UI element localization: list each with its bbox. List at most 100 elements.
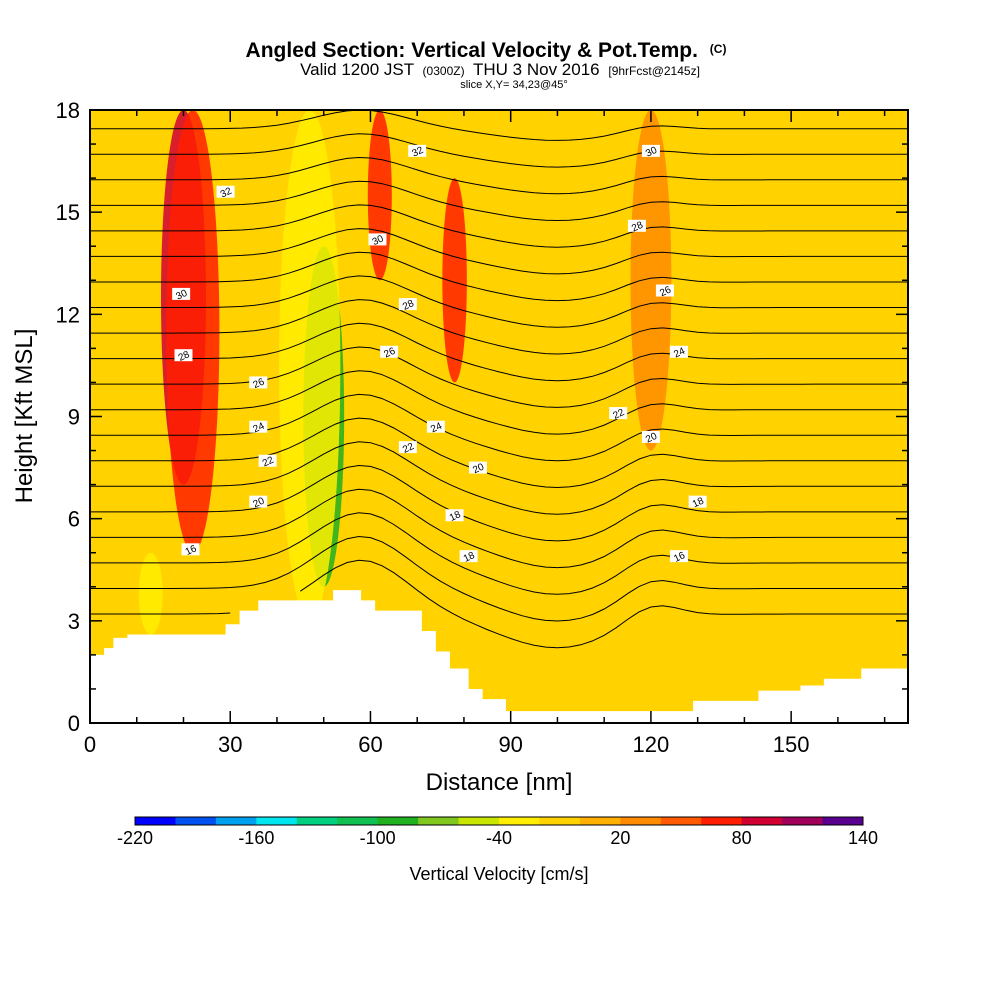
velocity-band bbox=[630, 110, 672, 451]
contour-label-text: 18 bbox=[691, 495, 706, 510]
x-tick-label: 30 bbox=[218, 732, 242, 757]
y-tick-label: 6 bbox=[68, 507, 80, 532]
contour-label-bg bbox=[669, 550, 688, 563]
contour-label-bg bbox=[258, 454, 277, 467]
plot-area: 16 20 22 24 26 28 30 32 30 32 28 26 22 24 20 18 18 22 20 18… bbox=[90, 110, 908, 723]
contour-label-text: 24 bbox=[672, 346, 687, 361]
theta-contour-line bbox=[90, 370, 908, 435]
contour-label-bg bbox=[609, 407, 628, 420]
x-tick-label: 150 bbox=[773, 732, 810, 757]
contour-label-text: 18 bbox=[448, 509, 463, 524]
contour-label: 22 bbox=[258, 454, 277, 470]
contour-label-bg bbox=[249, 420, 268, 433]
contour-label-bg bbox=[641, 144, 660, 157]
x-tick-label: 0 bbox=[84, 732, 96, 757]
theta-contour-line bbox=[90, 322, 908, 382]
velocity-band bbox=[442, 178, 467, 383]
theta-contour-line bbox=[90, 346, 908, 408]
colorbar: -220 -160 -100 -40 20 80 140 bbox=[117, 816, 878, 848]
contour-label-bg bbox=[174, 349, 193, 362]
chart-title: Angled Section: Vertical Velocity & Pot.… bbox=[246, 39, 727, 62]
theta-contour-line bbox=[90, 156, 908, 195]
y-tick-label: 15 bbox=[56, 200, 80, 225]
y-tick-label: 12 bbox=[56, 302, 80, 327]
contour-label-text: 16 bbox=[672, 550, 687, 565]
contour-label: 22 bbox=[398, 441, 417, 456]
theta-contour-line bbox=[90, 535, 908, 622]
x-tick-label: 60 bbox=[358, 732, 382, 757]
contour-label: 20 bbox=[641, 430, 660, 446]
colorbar-swatch bbox=[296, 817, 338, 825]
velocity-band bbox=[279, 110, 341, 621]
x-axis-label: Distance [nm] bbox=[426, 769, 573, 796]
contour-label-text: 22 bbox=[611, 407, 626, 422]
colorbar-tick-label: -160 bbox=[238, 828, 274, 848]
y-axis-label: Height [Kft MSL] bbox=[11, 329, 38, 504]
contour-label: 24 bbox=[669, 346, 688, 361]
subtitle-valid: Valid 1200 JST bbox=[300, 60, 414, 79]
contour-label: 16 bbox=[669, 550, 688, 565]
contour-label-text: 30 bbox=[371, 233, 386, 248]
colorbar-swatch bbox=[741, 817, 783, 825]
contour-label: 28 bbox=[627, 219, 646, 234]
contour-label-bg bbox=[398, 298, 417, 311]
theta-contour-line bbox=[90, 393, 908, 462]
colorbar-tick-label: 80 bbox=[732, 828, 752, 848]
contour-label-text: 20 bbox=[644, 431, 659, 446]
contour-label-text: 26 bbox=[658, 284, 673, 299]
contour-label-bg bbox=[249, 376, 268, 389]
contour-label: 22 bbox=[609, 407, 628, 422]
contour-label: 18 bbox=[445, 509, 464, 524]
contour-label-bg bbox=[627, 219, 646, 232]
contour-label-text: 28 bbox=[401, 298, 416, 313]
contour-label-bg bbox=[655, 284, 674, 297]
chart-subtitle: Valid 1200 JST (0300Z) THU 3 Nov 2016 [9… bbox=[300, 60, 700, 79]
colorbar-swatch bbox=[377, 817, 419, 825]
colorbar-swatch bbox=[822, 817, 864, 825]
theta-contour-line bbox=[90, 299, 908, 355]
contour-label-bg bbox=[445, 509, 464, 522]
contour-label: 28 bbox=[174, 349, 193, 364]
theta-contour-line bbox=[90, 441, 908, 515]
contour-label-text: 22 bbox=[261, 455, 276, 470]
contour-label-text: 18 bbox=[462, 550, 477, 565]
contour-label-text: 26 bbox=[382, 346, 397, 361]
contour-label: 26 bbox=[655, 284, 674, 299]
chart-slice-info: slice X,Y= 34,23@45° bbox=[460, 79, 568, 91]
theta-contour-line bbox=[90, 180, 908, 222]
contour-label: 18 bbox=[459, 550, 478, 565]
colorbar-tick-label: 140 bbox=[848, 828, 878, 848]
theta-contour-line bbox=[90, 512, 908, 595]
contour-label-bg bbox=[368, 233, 387, 246]
subtitle-fcst: [9hrFcst@2145z] bbox=[608, 64, 700, 78]
colorbar-swatch bbox=[620, 817, 662, 825]
colorbar-swatch bbox=[499, 817, 540, 825]
y-tick-label: 3 bbox=[68, 609, 80, 634]
y-tick-label: 9 bbox=[68, 405, 80, 430]
contour-label-bg bbox=[468, 461, 487, 474]
colorbar-swatch bbox=[539, 817, 581, 825]
colorbar-swatch bbox=[579, 817, 621, 825]
contour-label-text: 30 bbox=[174, 288, 189, 303]
velocity-band bbox=[138, 552, 163, 635]
contour-label: 20 bbox=[468, 461, 487, 476]
title-units: (C) bbox=[710, 42, 727, 56]
colorbar-swatch bbox=[458, 817, 500, 825]
colorbar-swatch bbox=[701, 817, 743, 825]
contour-label-bg bbox=[181, 543, 200, 556]
contour-label: 16 bbox=[181, 543, 200, 558]
chart-title-text: Angled Section: Vertical Velocity & Pot.… bbox=[246, 39, 698, 62]
contour-label-bg bbox=[641, 430, 660, 443]
contour-label-bg bbox=[172, 287, 191, 300]
contour-label-text: 22 bbox=[401, 441, 416, 456]
theta-contour-line bbox=[90, 251, 908, 302]
contour-label: 26 bbox=[249, 376, 268, 391]
contour-labels: 16 20 22 24 26 28 30 32 30 32 28 26 22 24 20 18 18 22 20 18… bbox=[172, 145, 707, 565]
theta-contour-line bbox=[90, 133, 908, 168]
contour-label: 28 bbox=[398, 298, 417, 313]
contour-label-text: 20 bbox=[252, 495, 267, 510]
contour-label-bg bbox=[249, 495, 268, 508]
contour-label-text: 24 bbox=[429, 421, 444, 436]
y-tick-label: 18 bbox=[56, 98, 80, 123]
